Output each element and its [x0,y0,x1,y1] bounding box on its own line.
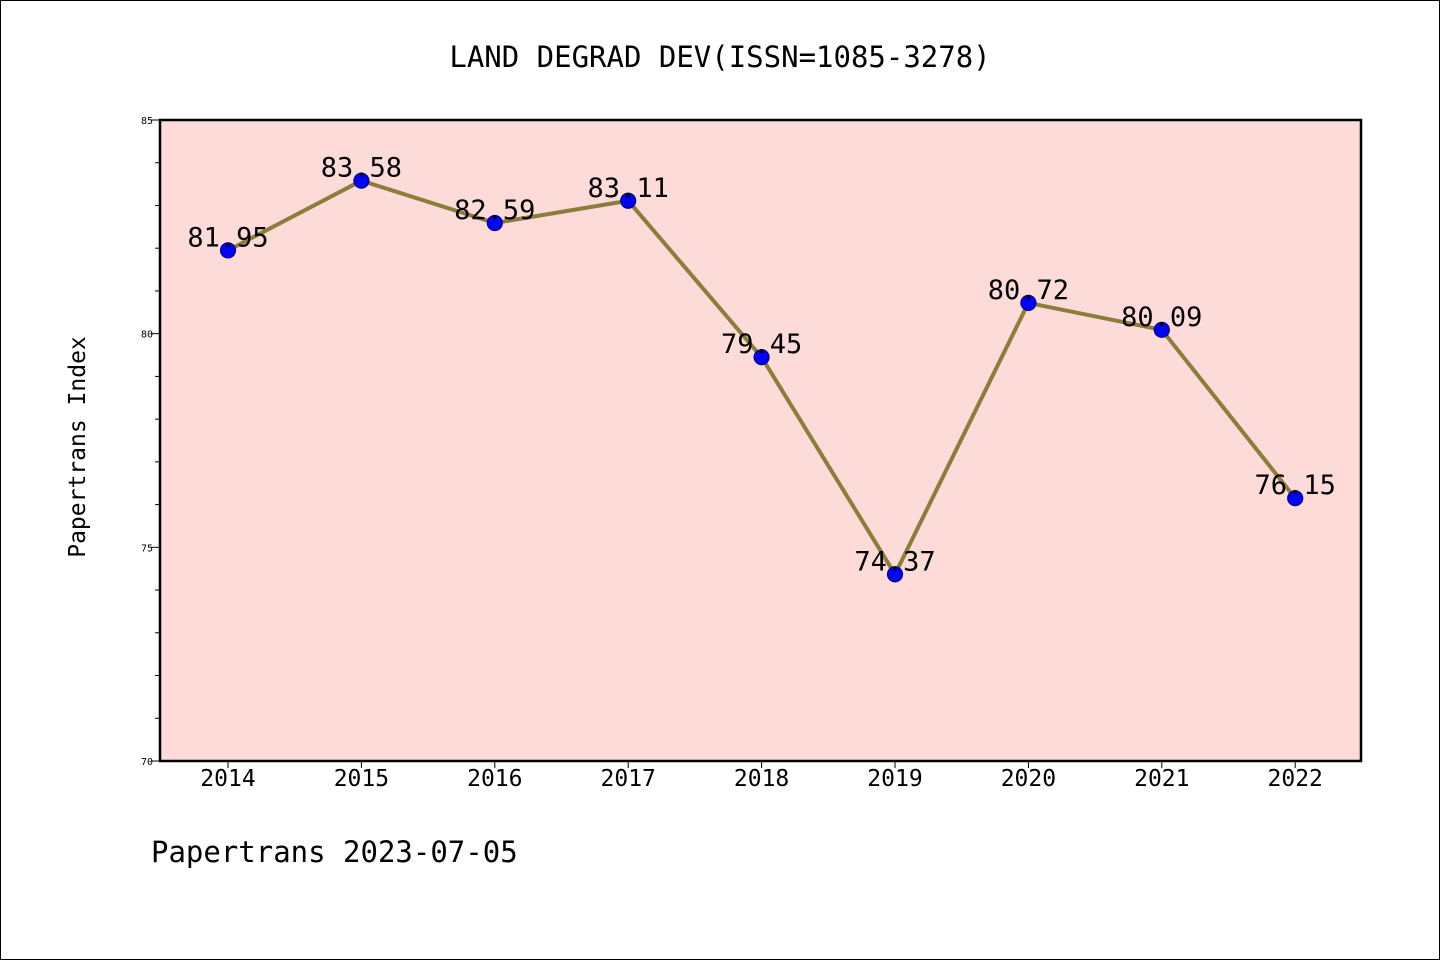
data-label: 83.11 [588,173,669,204]
data-label: 74.37 [854,546,935,577]
x-tick-label: 2018 [734,766,789,792]
data-label: 80.72 [988,275,1069,306]
y-axis-ticks: 70 75 80 85 [141,116,160,768]
x-tick-label: 2014 [200,766,255,792]
data-point [1287,490,1304,507]
data-label: 79.45 [721,329,802,360]
data-label: 76.15 [1255,470,1336,501]
data-label: 82.59 [454,195,535,226]
x-tick-label: 2021 [1134,766,1189,792]
data-label: 81.95 [187,222,268,253]
data-point [1153,321,1170,338]
footer-text: Papertrans 2023-07-05 [151,835,518,869]
data-point [886,566,904,583]
data-label: 83.58 [321,153,402,184]
series-layer: 81.95 83.58 82.59 83.11 79.45 74.37 80.72 80.09… [187,153,1336,583]
plot-border [158,118,1363,763]
chart-title: LAND DEGRAD DEV(ISSN=1085-3278) [449,40,990,74]
data-point [486,214,503,232]
data-point [219,242,237,259]
data-label: 80.09 [1121,302,1202,333]
plot-area [160,120,1361,761]
y-tick-label: 75 [141,543,153,554]
x-tick-label: 2020 [1001,766,1056,792]
x-tick-label: 2015 [334,766,389,792]
x-axis-ticks: 2014 2015 2016 2017 2018 2019 2020 2021 2022 [200,761,1323,792]
x-tick-label: 2017 [601,766,656,792]
y-tick-label: 80 [141,330,153,341]
data-point [1020,294,1037,311]
x-tick-label: 2019 [867,766,922,792]
data-point [353,172,370,189]
data-point [620,192,637,209]
y-tick-label: 85 [141,116,153,127]
data-point [753,349,770,366]
x-tick-label: 2016 [467,766,522,792]
y-axis-label: Papertrans Index [65,336,91,558]
x-tick-label: 2022 [1268,766,1323,792]
y-tick-label: 70 [141,757,153,768]
